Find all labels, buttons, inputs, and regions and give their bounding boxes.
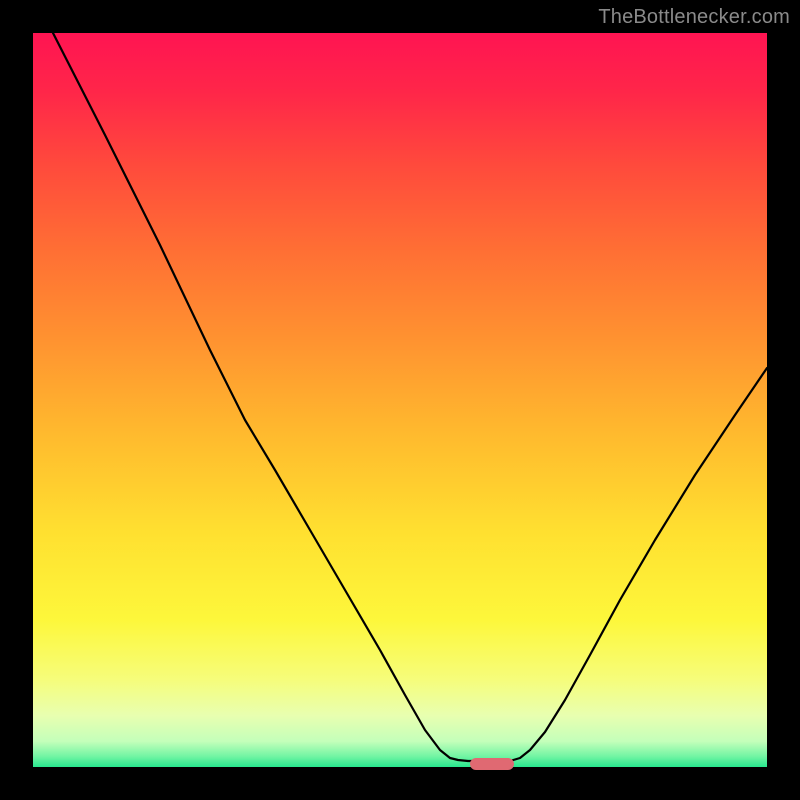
plot-background: [33, 33, 767, 767]
bottleneck-curve-chart: [0, 0, 800, 800]
optimal-marker: [470, 758, 514, 770]
attribution-text: TheBottlenecker.com: [598, 6, 790, 29]
chart-container: TheBottlenecker.com: [0, 0, 800, 800]
